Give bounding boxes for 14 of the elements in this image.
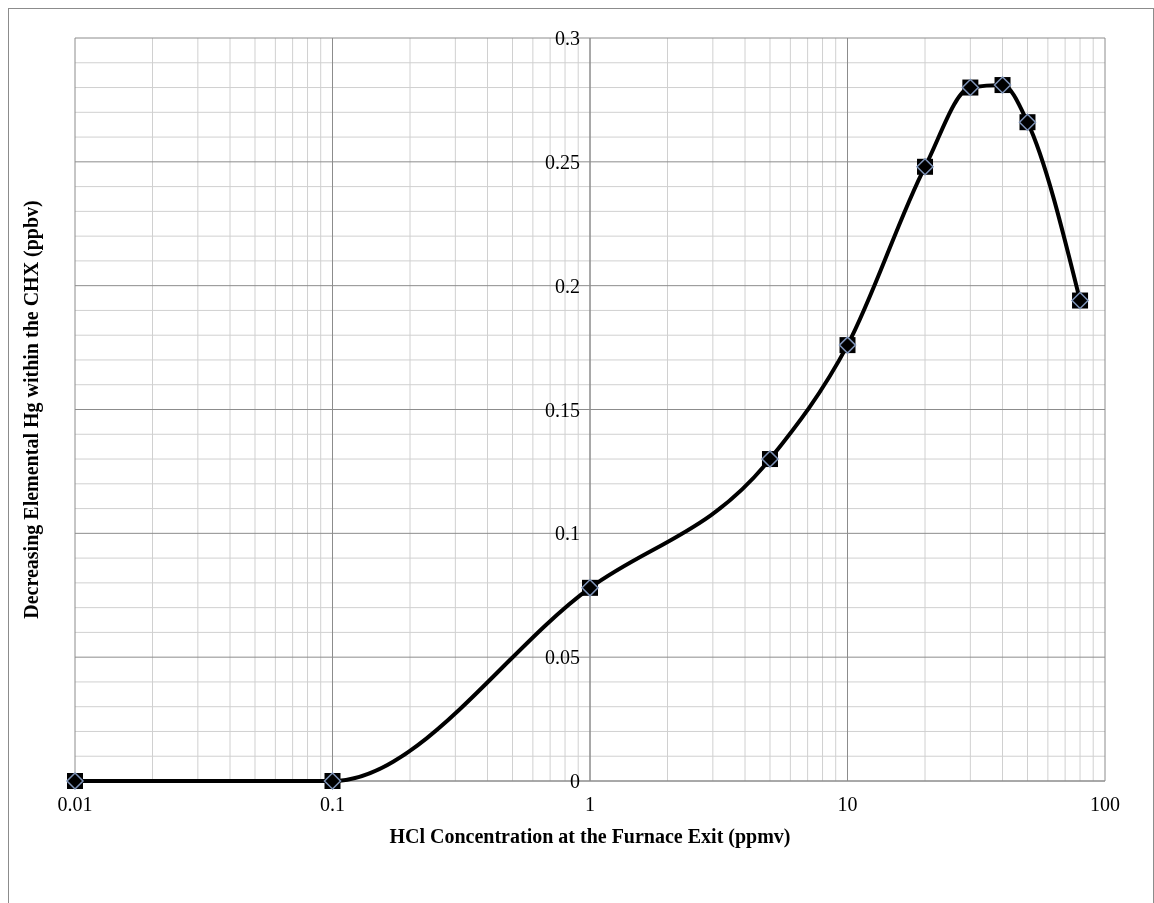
y-tick-label: 0: [570, 770, 580, 792]
y-tick-label: 0.25: [545, 150, 580, 173]
y-tick-label: 0.1: [555, 522, 580, 545]
y-tick-label: 0.2: [555, 274, 580, 297]
y-axis-title: Decreasing Elemental Hg within the CHX (ppbv): [20, 200, 43, 619]
x-axis-title: HCl Concentration at the Furnace Exit (ppmv): [389, 825, 791, 848]
x-tick-label: 100: [1090, 793, 1120, 815]
x-tick-label: 10: [837, 793, 858, 815]
y-tick-label: 0.15: [545, 398, 580, 421]
x-tick-label: 0.01: [57, 793, 93, 815]
x-tick-label: 1: [585, 793, 595, 815]
x-tick-label: 0.1: [320, 793, 345, 815]
y-tick-label: 0.05: [545, 646, 580, 669]
y-tick-label: 0.3: [555, 27, 580, 49]
